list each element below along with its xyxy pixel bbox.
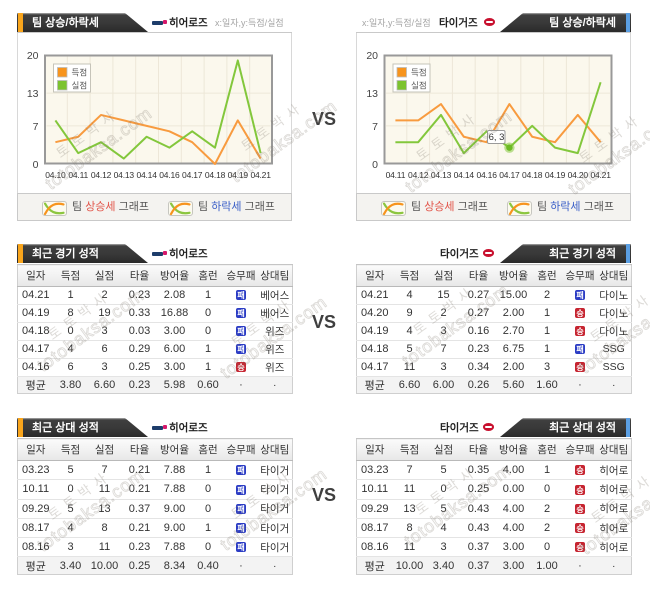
svg-text:04.19: 04.19 <box>545 170 566 180</box>
svg-text:04.11: 04.11 <box>386 170 406 180</box>
svg-text:득점: 득점 <box>72 68 88 78</box>
svg-text:7: 7 <box>33 121 39 133</box>
svg-text:6, 3: 6, 3 <box>489 132 505 143</box>
svg-text:04.21: 04.21 <box>590 170 611 180</box>
svg-text:13: 13 <box>27 88 39 100</box>
svg-text:04.11: 04.11 <box>68 170 88 180</box>
svg-text:04.20: 04.20 <box>568 170 589 180</box>
svg-text:04.16: 04.16 <box>476 170 497 180</box>
svg-text:득점: 득점 <box>411 68 427 78</box>
svg-text:04.13: 04.13 <box>114 170 135 180</box>
svg-text:실점: 실점 <box>411 81 427 91</box>
svg-text:04.14: 04.14 <box>136 170 157 180</box>
svg-text:04.17: 04.17 <box>182 170 203 180</box>
svg-text:0: 0 <box>372 159 378 171</box>
svg-text:04.21: 04.21 <box>250 170 271 180</box>
svg-text:20: 20 <box>27 50 39 62</box>
svg-text:04.17: 04.17 <box>499 170 520 180</box>
svg-text:13: 13 <box>366 88 378 100</box>
svg-text:7: 7 <box>372 121 378 133</box>
svg-text:실점: 실점 <box>72 81 88 91</box>
svg-text:04.19: 04.19 <box>228 170 249 180</box>
svg-text:04.12: 04.12 <box>408 170 429 180</box>
svg-text:04.18: 04.18 <box>522 170 543 180</box>
svg-text:04.13: 04.13 <box>431 170 452 180</box>
svg-text:04.10: 04.10 <box>45 170 66 180</box>
svg-text:0: 0 <box>33 159 39 171</box>
svg-text:04.16: 04.16 <box>159 170 180 180</box>
svg-text:20: 20 <box>366 50 378 62</box>
svg-text:04.18: 04.18 <box>205 170 226 180</box>
svg-text:04.14: 04.14 <box>454 170 475 180</box>
svg-text:04.12: 04.12 <box>91 170 112 180</box>
